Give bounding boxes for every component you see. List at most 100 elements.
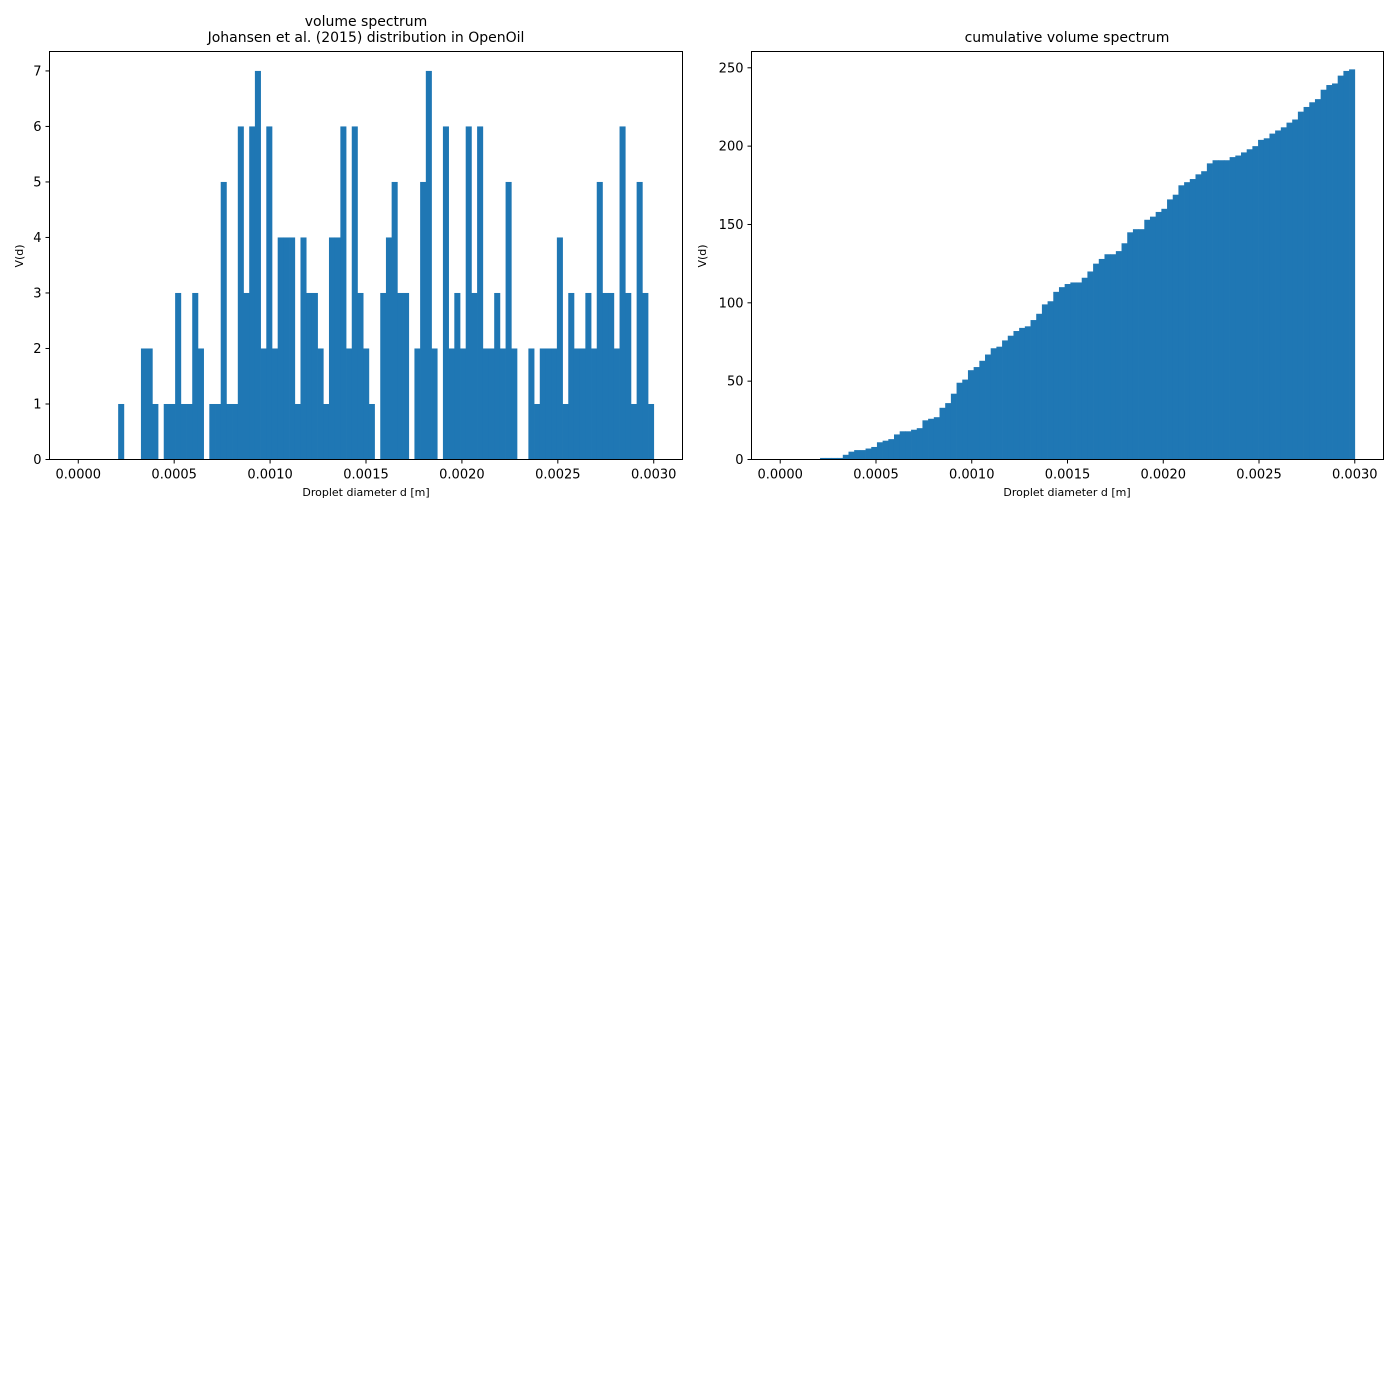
histogram-bar [950, 393, 957, 460]
histogram-bar [893, 434, 901, 460]
x-axis-label: Droplet diameter d [m] [1003, 486, 1130, 499]
histogram-bar [1269, 133, 1276, 460]
histogram-bar [1076, 282, 1083, 460]
histogram-bar [317, 348, 324, 460]
histogram-bar [979, 360, 986, 460]
histogram-bar [385, 237, 392, 460]
y-ticks-group: 0 1 2 3 4 5 6 7 [33, 64, 50, 468]
histogram-bar [1292, 119, 1299, 460]
histogram-bar [608, 292, 615, 460]
histogram-bar [1104, 254, 1111, 460]
histogram-bar [939, 407, 946, 460]
bars-group [820, 69, 1356, 460]
y-axis-label: V(d) [696, 244, 709, 267]
histogram-bar [175, 292, 182, 460]
chart-title: cumulative volume spectrum [965, 30, 1170, 46]
histogram-bar [220, 181, 227, 460]
x-tick-label: 0.0005 [853, 468, 899, 483]
x-tick-label: 0.0000 [757, 468, 803, 483]
chart-title: volume spectrum [305, 14, 428, 30]
histogram-bar [859, 450, 866, 460]
histogram-bar [1258, 139, 1265, 460]
histogram-bar [477, 126, 484, 460]
histogram-bar [1058, 287, 1066, 460]
histogram-bar [842, 454, 849, 460]
histogram-bar [380, 292, 387, 460]
y-tick-label: 50 [727, 375, 744, 390]
histogram-bar [996, 346, 1003, 460]
histogram-bar [232, 403, 239, 460]
histogram-bar [215, 403, 222, 460]
histogram-bar [916, 428, 923, 460]
y-ticks-group: 0 50 100 150 200 250 [719, 61, 752, 468]
histogram-bar [1115, 251, 1122, 460]
histogram-bar [956, 382, 963, 460]
histogram-bar [1178, 185, 1185, 460]
histogram-bar [254, 70, 261, 460]
histogram-bar [556, 237, 563, 460]
histogram-bar [1121, 243, 1128, 460]
histogram-bar [334, 237, 341, 460]
histogram-bar [1280, 127, 1287, 460]
histogram-bar [1138, 229, 1145, 460]
histogram-bar [1349, 69, 1356, 460]
histogram-bar [820, 457, 827, 460]
histogram-bar [180, 403, 187, 460]
chart-subtitle: Johansen et al. (2015) distribution in O… [207, 30, 525, 46]
histogram-bar [1167, 199, 1174, 460]
histogram-bar [300, 237, 307, 460]
histogram-bar [414, 348, 421, 460]
histogram-bar [945, 403, 952, 460]
histogram-bar [1002, 340, 1009, 460]
histogram-bar [197, 348, 204, 460]
histogram-bar [460, 348, 467, 460]
histogram-bar [1184, 182, 1191, 460]
histogram-bar [962, 379, 969, 460]
histogram-bar [562, 403, 569, 460]
histogram-bar [1127, 232, 1134, 460]
y-tick-label: 2 [33, 342, 41, 357]
histogram-bar [1212, 160, 1219, 460]
histogram-bar [1036, 313, 1043, 460]
histogram-bar [368, 403, 375, 460]
histogram-bar [1064, 284, 1071, 460]
histogram-bar [140, 348, 147, 460]
histogram-bar [1144, 219, 1151, 460]
histogram-bar [283, 237, 290, 460]
histogram-bar [613, 348, 620, 460]
histogram-bar [1110, 254, 1117, 460]
histogram-bar [825, 457, 832, 460]
y-tick-label: 7 [33, 64, 41, 79]
histogram-bar [357, 292, 364, 460]
y-tick-label: 0 [735, 453, 743, 468]
histogram-bar [1218, 160, 1225, 460]
y-tick-label: 100 [719, 296, 744, 311]
x-tick-label: 0.0025 [535, 468, 581, 483]
histogram-bar [1047, 301, 1054, 460]
histogram-bar [1223, 160, 1230, 460]
histogram-bar [294, 403, 301, 460]
y-tick-label: 5 [33, 175, 41, 190]
histogram-bar [425, 70, 432, 460]
histogram-bar [642, 292, 649, 460]
x-tick-label: 0.0030 [631, 468, 677, 483]
histogram-bar [351, 126, 358, 460]
histogram-bar [882, 440, 889, 460]
volume-spectrum-chart: volume spectrum Johansen et al. (2015) d… [13, 14, 683, 499]
histogram-bar [888, 439, 895, 460]
histogram-bar [340, 126, 347, 460]
histogram-bar [1081, 277, 1088, 460]
histogram-bar [1235, 155, 1242, 460]
histogram-bar [1019, 327, 1026, 460]
histogram-bar [596, 181, 603, 460]
histogram-bar [346, 348, 353, 460]
histogram-bar [146, 348, 153, 460]
histogram-bar [551, 348, 558, 460]
y-tick-label: 250 [719, 61, 744, 76]
y-tick-label: 200 [719, 140, 744, 155]
x-ticks-group: 0.0000 0.0005 0.0010 0.0015 0.0020 0.0025 0.00… [56, 459, 677, 483]
histogram-bar [837, 457, 844, 460]
histogram-bar [1206, 163, 1213, 460]
histogram-bar [226, 403, 233, 460]
histogram-bar [1297, 111, 1304, 460]
